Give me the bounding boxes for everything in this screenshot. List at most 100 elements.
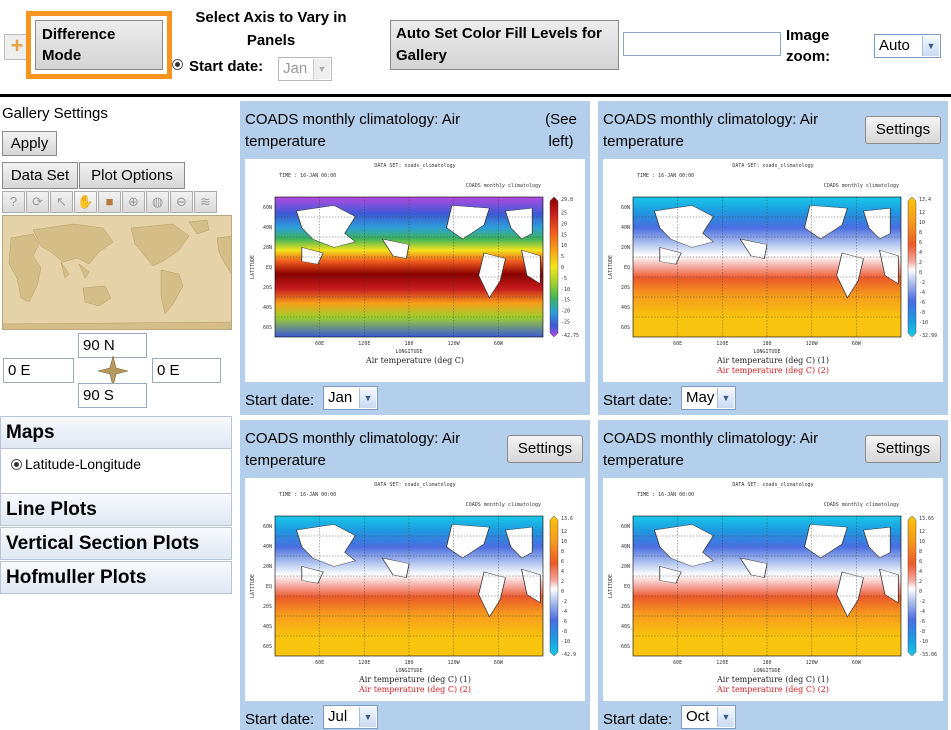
map-grid [275, 516, 543, 656]
west-bound-input[interactable]: 0 E [3, 358, 74, 383]
colorbar-tick-label: -20 [561, 309, 570, 315]
start-date-select[interactable]: Oct ▼ [681, 705, 736, 729]
south-bound-input[interactable]: 90 S [78, 383, 147, 408]
start-date-label: Start date: [603, 392, 673, 409]
start-date-select[interactable]: May ▼ [681, 386, 736, 410]
colorbar-min-label: -42.75 [561, 333, 579, 339]
plot-header-time: TIME : 16-JAN 00:00 [279, 173, 336, 179]
colorbar-tick-label: -8 [919, 310, 925, 316]
gallery-panel-1: COADS monthly climatology: Air temperatu… [240, 101, 590, 415]
add-panel-button[interactable]: + [4, 34, 30, 60]
lat-tick-label: 40S [621, 305, 630, 311]
plot-header-dataset: DATA SET: coads_climatology [732, 163, 813, 169]
colorbar-tick-label: 6 [561, 559, 564, 565]
pointer-icon[interactable]: ↖ [50, 191, 73, 213]
map-grid [633, 516, 901, 656]
see-left-note: (See left) [545, 111, 577, 150]
color-levels-input[interactable] [623, 32, 781, 56]
colorbar-min-label: -32.99 [919, 333, 937, 339]
zoom-out-icon[interactable]: ⊖ [170, 191, 193, 213]
lon-tick-label: 60E [315, 660, 324, 666]
colorbar-tick-label: -6 [561, 619, 567, 625]
lon-tick-label: 180 [762, 341, 771, 347]
map-grid [275, 197, 543, 337]
colorbar-max-label: 13.6 [561, 516, 573, 522]
chevron-down-icon: ▼ [922, 36, 939, 56]
map-frame [274, 515, 544, 657]
globe-icon[interactable]: ◍ [146, 191, 169, 213]
start-date-value: May [686, 389, 715, 406]
plot-header-dataset: DATA SET: coads_climatology [374, 163, 455, 169]
line-plots-section-header[interactable]: Line Plots [0, 493, 232, 526]
maps-section-header[interactable]: Maps [0, 416, 232, 449]
lat-tick-label: 20S [263, 285, 272, 291]
colorbar-tick-label: 4 [919, 569, 922, 575]
start-date-label: Start date: [245, 711, 315, 728]
lat-lon-radio[interactable] [11, 459, 22, 470]
plot-image[interactable]: DATA SET: coads_climatology TIME : 16-JAN… [245, 478, 585, 701]
settings-button[interactable]: Settings [865, 116, 941, 144]
lat-tick-label: 20S [621, 285, 630, 291]
start-date-select[interactable]: Jan ▼ [323, 386, 378, 410]
plot-image[interactable]: DATA SET: coads_climatology TIME : 16-JAN… [603, 478, 943, 701]
auto-color-fill-button[interactable]: Auto Set Color Fill Levels for Gallery [390, 20, 619, 70]
map-tool-row: ? ⟳ ↖ ✋ ■ ⊕ ◍ ⊖ ≋ [2, 191, 217, 213]
lat-tick-label: EQ [266, 584, 272, 590]
colorbar-tick-label: -2 [561, 599, 567, 605]
chevron-down-icon: ▼ [313, 59, 330, 79]
toolbar-divider [0, 94, 951, 97]
zoom-in-icon[interactable]: ⊕ [122, 191, 145, 213]
hand-icon[interactable]: ✋ [74, 191, 97, 213]
colorbar-tick-label: 0 [919, 589, 922, 595]
colorbar-max-label: 29.8 [561, 197, 573, 203]
lon-tick-label: 60E [315, 341, 324, 347]
colorbar-tick-label: -2 [919, 599, 925, 605]
colorbar-tick-label: 10 [561, 539, 567, 545]
colorbar-tick-label: -15 [561, 298, 570, 304]
lon-tick-label: 120W [448, 341, 461, 347]
image-zoom-select[interactable]: Auto ▼ [874, 34, 941, 58]
layers-icon[interactable]: ≋ [194, 191, 217, 213]
settings-button[interactable]: Settings [865, 435, 941, 463]
apply-button[interactable]: Apply [2, 131, 57, 156]
plot-image[interactable]: DATA SET: coads_climatology TIME : 16-JAN… [603, 159, 943, 382]
chevron-down-icon: ▼ [359, 388, 376, 408]
plot-caption: Air temperature (deg C) (1) [716, 356, 829, 365]
hofmuller-section-header[interactable]: Hofmuller Plots [0, 561, 232, 594]
image-zoom-label: Image zoom: [786, 27, 831, 65]
region-map[interactable] [2, 215, 232, 330]
plot-image[interactable]: DATA SET: coads_climatology TIME : 16-JAN… [245, 159, 585, 382]
lon-tick-label: 120E [716, 660, 728, 666]
start-date-select[interactable]: Jul ▼ [323, 705, 378, 729]
reset-icon[interactable]: ⟳ [26, 191, 49, 213]
lon-tick-label: 180 [404, 660, 413, 666]
lat-tick-label: 60S [621, 644, 630, 650]
vertical-section-header[interactable]: Vertical Section Plots [0, 527, 232, 560]
select-box-icon[interactable]: ■ [98, 191, 121, 213]
y-axis-label: LATITUDE [608, 255, 614, 279]
help-icon[interactable]: ? [2, 191, 25, 213]
map-frame [632, 515, 902, 657]
colorbar-tick-label: 6 [919, 559, 922, 565]
plot-header-title: COADS monthly climatology [466, 502, 541, 508]
east-bound-input[interactable]: 0 E [152, 358, 221, 383]
lon-tick-label: 60W [852, 660, 862, 666]
start-date-radio[interactable] [172, 59, 183, 70]
plot-caption-secondary: Air temperature (deg C) (2) [358, 685, 471, 694]
settings-button[interactable]: Settings [507, 435, 583, 463]
colorbar-tick-label: 20 [561, 221, 567, 227]
lat-tick-label: EQ [624, 584, 630, 590]
plot-options-button[interactable]: Plot Options [79, 162, 185, 189]
colorbar-tick-label: -5 [561, 276, 567, 282]
data-set-button[interactable]: Data Set [2, 162, 78, 189]
colorbar [549, 515, 559, 657]
difference-mode-button[interactable]: Difference Mode [35, 20, 163, 70]
north-bound-input[interactable]: 90 N [78, 333, 147, 358]
colorbar-tick-label: -25 [561, 320, 570, 326]
plot-caption: Air temperature (deg C) [365, 356, 464, 365]
top-toolbar: + Difference Mode Select Axis to Vary in… [0, 0, 951, 94]
start-date-axis-select[interactable]: Jan ▼ [278, 57, 332, 81]
colorbar-tick-label: 0 [561, 589, 564, 595]
colorbar-tick-label: 4 [561, 569, 564, 575]
x-axis-label: LONGITUDE [395, 349, 422, 355]
